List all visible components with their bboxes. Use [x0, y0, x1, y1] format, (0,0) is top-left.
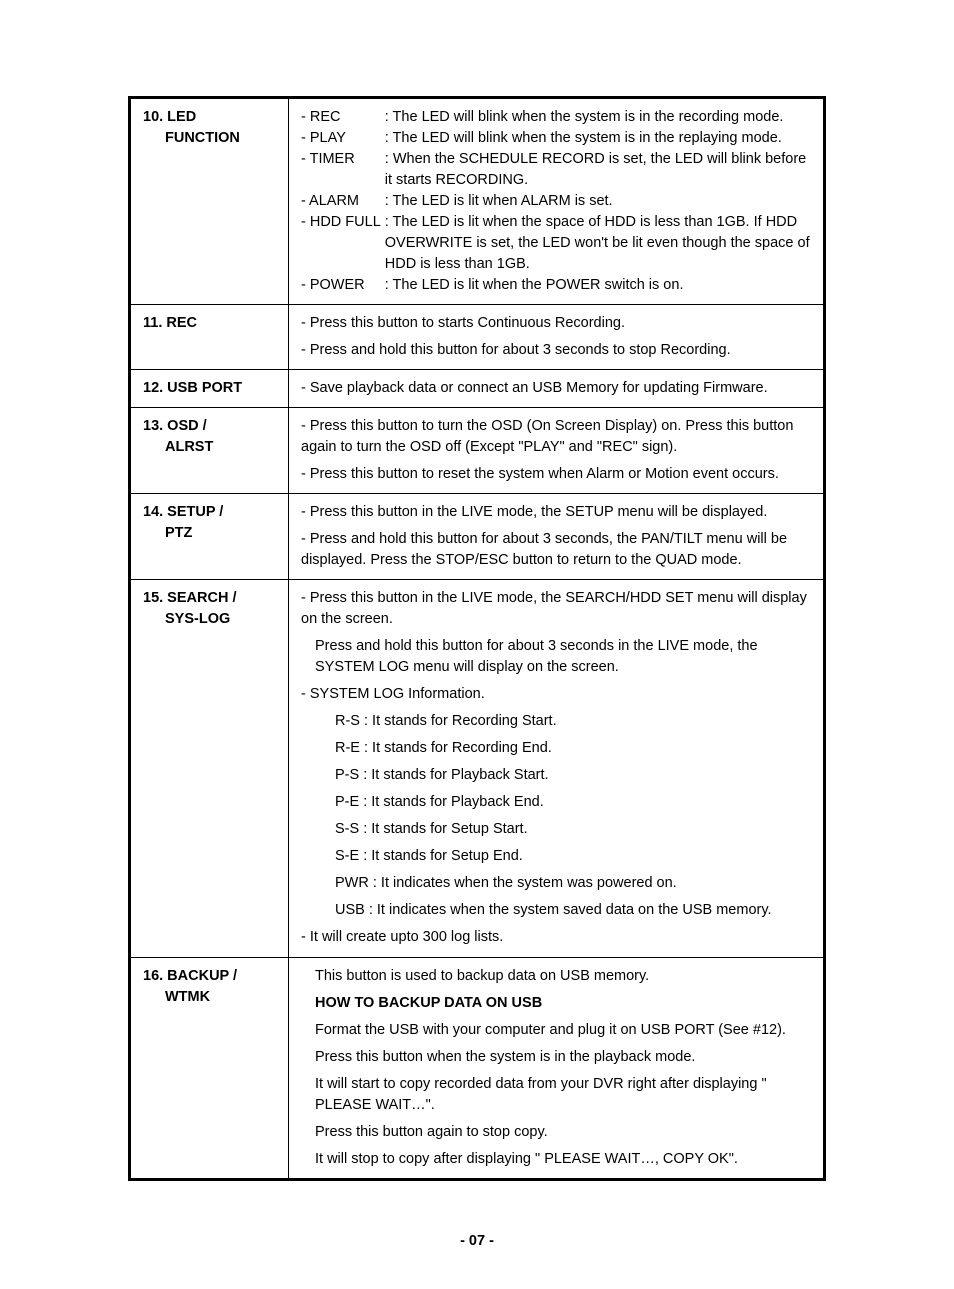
label-backup-line1: 16. BACKUP / [143, 968, 237, 984]
led-term: - HDD FULL [301, 212, 385, 275]
row-osd: 13. OSD / ALRST - Press this button to t… [130, 408, 825, 494]
label-search-line1: 15. SEARCH / [143, 590, 236, 606]
row-setup: 14. SETUP / PTZ - Press this button in t… [130, 494, 825, 580]
label-led: 10. LED FUNCTION [130, 98, 289, 305]
backup-step: Press this button again to stop copy. [301, 1122, 813, 1143]
desc-usb: - Save playback data or connect an USB M… [289, 370, 825, 408]
syslog-item: P-S : It stands for Playback Start. [301, 765, 813, 786]
backup-intro: This button is used to backup data on US… [301, 966, 813, 987]
row-led: 10. LED FUNCTION - REC: The LED will bli… [130, 98, 825, 305]
led-desc: : The LED is lit when ALARM is set. [385, 191, 813, 212]
label-led-line1: 10. LED [143, 109, 196, 125]
row-rec: 11. REC - Press this button to starts Co… [130, 305, 825, 370]
label-search-line2: SYS-LOG [143, 609, 278, 630]
label-osd: 13. OSD / ALRST [130, 408, 289, 494]
label-backup-line2: WTMK [143, 987, 278, 1008]
search-intro: - Press this button in the LIVE mode, th… [301, 588, 813, 630]
label-setup-line1: 14. SETUP / [143, 504, 223, 520]
desc-backup: This button is used to backup data on US… [289, 957, 825, 1179]
page-number: - 07 - [128, 1233, 826, 1249]
desc-search: - Press this button in the LIVE mode, th… [289, 580, 825, 957]
led-desc: : The LED will blink when the system is … [385, 107, 813, 128]
row-backup: 16. BACKUP / WTMK This button is used to… [130, 957, 825, 1179]
led-desc: : The LED is lit when the POWER switch i… [385, 275, 813, 296]
syslog-item: S-E : It stands for Setup End. [301, 846, 813, 867]
osd-line: - Press this button to turn the OSD (On … [301, 416, 813, 458]
label-setup: 14. SETUP / PTZ [130, 494, 289, 580]
syslog-item: USB : It indicates when the system saved… [301, 900, 813, 921]
led-term: - ALARM [301, 191, 385, 212]
label-rec: 11. REC [130, 305, 289, 370]
label-osd-line1: 13. OSD / [143, 418, 207, 434]
osd-line: - Press this button to reset the system … [301, 464, 813, 485]
usb-line: - Save playback data or connect an USB M… [301, 378, 813, 399]
desc-osd: - Press this button to turn the OSD (On … [289, 408, 825, 494]
backup-step: It will start to copy recorded data from… [301, 1074, 813, 1116]
desc-rec: - Press this button to starts Continuous… [289, 305, 825, 370]
syslog-item: S-S : It stands for Setup Start. [301, 819, 813, 840]
label-usb: 12. USB PORT [130, 370, 289, 408]
rec-line: - Press and hold this button for about 3… [301, 340, 813, 361]
led-term: - PLAY [301, 128, 385, 149]
syslog-item: R-E : It stands for Recording End. [301, 738, 813, 759]
syslog-item: R-S : It stands for Recording Start. [301, 711, 813, 732]
led-term: - REC [301, 107, 385, 128]
search-outro: - It will create upto 300 log lists. [301, 927, 813, 948]
function-table: 10. LED FUNCTION - REC: The LED will bli… [128, 96, 826, 1181]
label-search: 15. SEARCH / SYS-LOG [130, 580, 289, 957]
row-usb: 12. USB PORT - Save playback data or con… [130, 370, 825, 408]
setup-line: - Press and hold this button for about 3… [301, 529, 813, 571]
led-desc: : When the SCHEDULE RECORD is set, the L… [385, 149, 813, 191]
label-led-line2: FUNCTION [143, 128, 278, 149]
setup-line: - Press this button in the LIVE mode, th… [301, 502, 813, 523]
led-desc: : The LED will blink when the system is … [385, 128, 813, 149]
rec-line: - Press this button to starts Continuous… [301, 313, 813, 334]
backup-step: It will stop to copy after displaying " … [301, 1149, 813, 1170]
syslog-item: PWR : It indicates when the system was p… [301, 873, 813, 894]
led-term: - TIMER [301, 149, 385, 191]
row-search: 15. SEARCH / SYS-LOG - Press this button… [130, 580, 825, 957]
led-desc: : The LED is lit when the space of HDD i… [385, 212, 813, 275]
label-backup: 16. BACKUP / WTMK [130, 957, 289, 1179]
backup-step: Press this button when the system is in … [301, 1047, 813, 1068]
label-osd-line2: ALRST [143, 437, 278, 458]
search-hold: Press and hold this button for about 3 s… [301, 636, 813, 678]
desc-setup: - Press this button in the LIVE mode, th… [289, 494, 825, 580]
desc-led: - REC: The LED will blink when the syste… [289, 98, 825, 305]
backup-step: Format the USB with your computer and pl… [301, 1020, 813, 1041]
syslog-item: P-E : It stands for Playback End. [301, 792, 813, 813]
syslog-head: - SYSTEM LOG Information. [301, 684, 813, 705]
howto-head: HOW TO BACKUP DATA ON USB [301, 993, 813, 1014]
led-term: - POWER [301, 275, 385, 296]
label-setup-line2: PTZ [143, 523, 278, 544]
